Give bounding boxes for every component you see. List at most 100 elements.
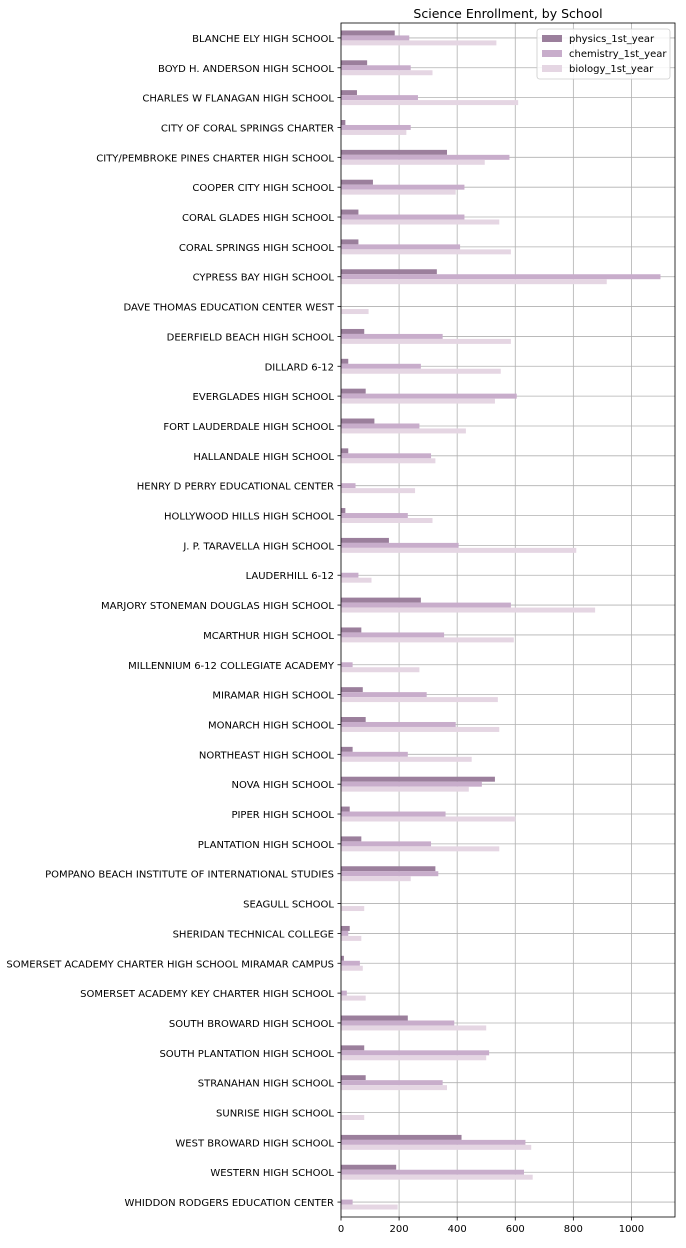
bar-physics-1st-year	[341, 149, 448, 155]
bar-biology-1st-year	[341, 428, 466, 434]
bar-chemistry-1st-year	[341, 692, 427, 698]
bar-chemistry-1st-year	[341, 483, 356, 489]
category-label: CITY/PEMBROKE PINES CHARTER HIGH SCHOOL	[96, 153, 334, 164]
bar-chemistry-1st-year	[341, 274, 661, 280]
bar-chemistry-1st-year	[341, 960, 360, 966]
bar-chemistry-1st-year	[341, 423, 420, 429]
category-label: FORT LAUDERDALE HIGH SCHOOL	[163, 422, 334, 433]
category-label: MONARCH HIGH SCHOOL	[208, 720, 334, 731]
bar-biology-1st-year	[341, 697, 498, 703]
bar-biology-1st-year	[341, 1085, 448, 1091]
category-label: NOVA HIGH SCHOOL	[232, 780, 335, 791]
bar-chemistry-1st-year	[341, 214, 465, 220]
bar-physics-1st-year	[341, 448, 349, 454]
category-label: MARJORY STONEMAN DOUGLAS HIGH SCHOOL	[101, 601, 334, 612]
bar-chemistry-1st-year	[341, 363, 421, 369]
category-label: MCARTHUR HIGH SCHOOL	[203, 631, 334, 642]
category-label: J. P. TARAVELLA HIGH SCHOOL	[182, 541, 334, 552]
bar-biology-1st-year	[341, 249, 511, 255]
bar-physics-1st-year	[341, 925, 350, 931]
category-label: CITY OF CORAL SPRINGS CHARTER	[161, 123, 334, 134]
legend-swatch	[542, 50, 562, 57]
bar-chemistry-1st-year	[341, 513, 408, 519]
category-label: SOMERSET ACADEMY KEY CHARTER HIGH SCHOOL	[80, 989, 334, 1000]
bar-biology-1st-year	[341, 40, 497, 46]
legend-label: biology_1st_year	[569, 64, 654, 75]
bar-biology-1st-year	[341, 906, 365, 912]
category-axis: BLANCHE ELY HIGH SCHOOL BOYD H. ANDERSON …	[6, 34, 341, 1209]
category-label: BLANCHE ELY HIGH SCHOOL	[192, 34, 334, 45]
bars-layer	[341, 30, 661, 1210]
category-label: SOMERSET ACADEMY CHARTER HIGH SCHOOL MIR…	[6, 959, 334, 970]
bar-physics-1st-year	[341, 418, 375, 424]
bar-physics-1st-year	[341, 687, 363, 693]
bar-physics-1st-year	[341, 627, 362, 633]
category-label: LAUDERHILL 6-12	[246, 571, 334, 582]
bar-chemistry-1st-year	[341, 65, 411, 71]
bar-physics-1st-year	[341, 1134, 462, 1140]
bar-biology-1st-year	[341, 965, 363, 971]
category-label: EVERGLADES HIGH SCHOOL	[193, 392, 335, 403]
bar-physics-1st-year	[341, 866, 436, 872]
bar-chemistry-1st-year	[341, 333, 443, 339]
bar-chemistry-1st-year	[341, 602, 511, 608]
bar-biology-1st-year	[341, 637, 514, 643]
bar-chemistry-1st-year	[341, 662, 353, 668]
category-label: CYPRESS BAY HIGH SCHOOL	[193, 273, 335, 284]
category-label: SEAGULL SCHOOL	[243, 900, 334, 911]
bar-physics-1st-year	[341, 1075, 366, 1081]
bar-physics-1st-year	[341, 60, 368, 66]
x-tick-label: 600	[506, 1224, 525, 1235]
bar-physics-1st-year	[341, 30, 395, 36]
bar-biology-1st-year	[341, 786, 469, 792]
bar-biology-1st-year	[341, 159, 485, 165]
bar-physics-1st-year	[341, 597, 421, 603]
bar-biology-1st-year	[341, 607, 596, 613]
category-label: PIPER HIGH SCHOOL	[231, 810, 334, 821]
category-label: POMPANO BEACH INSTITUTE OF INTERNATIONAL…	[45, 870, 334, 881]
bar-chemistry-1st-year	[341, 751, 408, 757]
bar-biology-1st-year	[341, 1025, 487, 1031]
x-tick-label: 0	[338, 1224, 344, 1235]
bar-chemistry-1st-year	[341, 154, 510, 160]
category-label: WHIDDON RODGERS EDUCATION CENTER	[125, 1198, 335, 1209]
bar-chemistry-1st-year	[341, 811, 446, 817]
bar-chemistry-1st-year	[341, 781, 482, 787]
bar-physics-1st-year	[341, 358, 349, 364]
legend-label: chemistry_1st_year	[569, 49, 667, 60]
category-label: CORAL GLADES HIGH SCHOOL	[182, 213, 334, 224]
category-label: MILLENNIUM 6-12 COLLEGIATE ACADEMY	[128, 661, 335, 672]
x-tick-label: 200	[390, 1224, 409, 1235]
bar-physics-1st-year	[341, 269, 437, 275]
bar-chemistry-1st-year	[341, 1020, 455, 1026]
bar-biology-1st-year	[341, 726, 500, 732]
bar-physics-1st-year	[341, 1164, 397, 1170]
legend-box	[536, 28, 671, 80]
bar-chemistry-1st-year	[341, 244, 461, 250]
bar-biology-1st-year	[341, 488, 416, 494]
bar-biology-1st-year	[341, 398, 495, 404]
legend-label: physics_1st_year	[569, 34, 655, 45]
category-label: HENRY D PERRY EDUCATIONAL CENTER	[137, 482, 334, 493]
bar-chemistry-1st-year	[341, 721, 456, 727]
bar-physics-1st-year	[341, 508, 346, 514]
bar-biology-1st-year	[341, 338, 511, 344]
category-label: COOPER CITY HIGH SCHOOL	[192, 183, 334, 194]
legend-swatch	[542, 35, 562, 42]
bar-biology-1st-year	[341, 100, 519, 106]
bar-biology-1st-year	[341, 279, 607, 285]
bar-chemistry-1st-year	[341, 35, 410, 41]
bar-physics-1st-year	[341, 955, 344, 961]
bar-biology-1st-year	[341, 1144, 532, 1150]
x-tick-label: 400	[448, 1224, 467, 1235]
bar-biology-1st-year	[341, 935, 362, 941]
bar-chemistry-1st-year	[341, 632, 445, 638]
bar-chemistry-1st-year	[341, 871, 439, 877]
bar-physics-1st-year	[341, 239, 359, 245]
category-label: SHERIDAN TECHNICAL COLLEGE	[173, 929, 334, 940]
chart-title: Science Enrollment, by School	[413, 6, 602, 21]
axes-frame	[340, 22, 676, 1218]
bar-physics-1st-year	[341, 179, 373, 185]
x-tick-label: 1000	[619, 1224, 644, 1235]
